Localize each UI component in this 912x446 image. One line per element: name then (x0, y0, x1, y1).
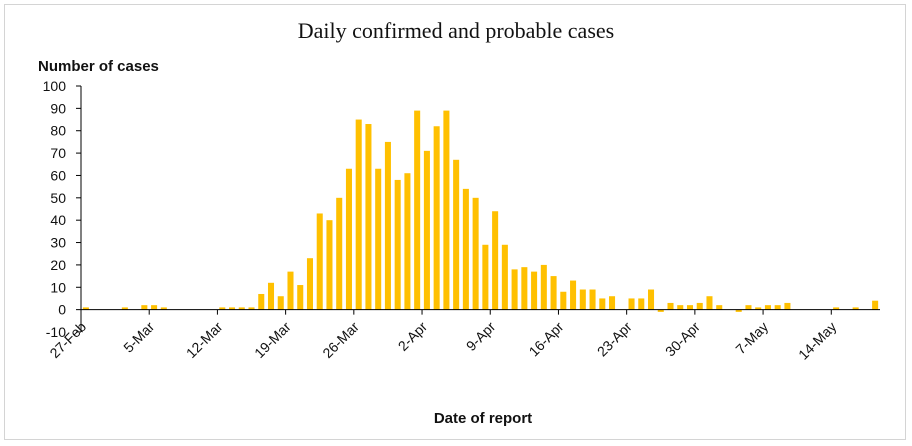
bar (745, 305, 752, 310)
x-tick-label: 16-Apr (526, 318, 567, 359)
x-tick-label: 2-Apr (395, 318, 431, 354)
x-tick-label: 5-Mar (120, 318, 157, 355)
bar (531, 271, 538, 310)
bar (686, 305, 694, 310)
x-tick-label: 19-Mar (251, 318, 294, 361)
bar (521, 267, 528, 310)
bar (833, 307, 840, 310)
x-tick-label: 26-Mar (319, 318, 362, 361)
bar (404, 173, 411, 310)
bar (570, 280, 577, 310)
x-tick-label: 14-May (795, 318, 839, 362)
bar (336, 197, 343, 310)
bar (443, 110, 450, 310)
bar (482, 244, 489, 310)
bar (141, 305, 148, 310)
bar (82, 307, 89, 310)
x-tick-label: 30-Apr (662, 318, 703, 359)
y-tick-label: 20 (50, 257, 66, 273)
bar (121, 307, 128, 310)
bar (394, 179, 401, 310)
bar (326, 220, 333, 310)
bar (657, 309, 664, 312)
x-tick-label: 12-Mar (183, 318, 226, 361)
bar (648, 289, 655, 310)
bar (638, 298, 645, 310)
bar (706, 296, 713, 310)
y-tick-label: 80 (50, 123, 66, 139)
chart-title: Daily confirmed and probable cases (297, 18, 615, 43)
bar (287, 271, 294, 310)
bar (384, 141, 391, 310)
y-tick-label: -10 (46, 324, 66, 340)
bar (599, 298, 606, 310)
bar (433, 126, 440, 310)
bar (872, 300, 879, 310)
bar (258, 293, 265, 310)
y-tick-label: 0 (58, 302, 66, 318)
bar (316, 213, 323, 310)
bar (852, 307, 859, 310)
bar (667, 302, 674, 310)
bar (774, 305, 781, 310)
bar (696, 302, 703, 310)
bar (306, 258, 313, 310)
bar (550, 276, 557, 310)
bar (414, 110, 421, 310)
bar (151, 305, 158, 310)
bar (355, 119, 362, 310)
bar (560, 291, 567, 310)
bar (267, 282, 275, 310)
bar (735, 309, 742, 312)
x-tick-label: 9-Apr (463, 318, 499, 354)
bar (277, 296, 284, 310)
bar (511, 269, 518, 310)
bar (764, 305, 771, 310)
bar (472, 197, 479, 310)
bar (219, 307, 226, 310)
y-tick-label: 90 (50, 100, 66, 116)
bar (784, 302, 791, 310)
bar (716, 305, 723, 310)
y-axis-label: Number of cases (38, 58, 159, 75)
bar (229, 307, 236, 310)
bar (462, 188, 469, 310)
bar (297, 285, 304, 310)
y-tick-label: 30 (50, 235, 66, 251)
bar (238, 307, 245, 310)
bar (540, 264, 547, 310)
y-tick-label: 10 (50, 279, 66, 295)
bar (248, 307, 255, 310)
bar (677, 305, 684, 310)
x-axis-label: Date of report (433, 410, 533, 427)
bar (365, 124, 372, 310)
y-tick-label: 100 (43, 78, 67, 94)
bar (609, 296, 616, 310)
bar (628, 298, 635, 310)
bar (755, 307, 762, 310)
x-tick-label: 7-May (732, 318, 771, 357)
y-tick-label: 60 (50, 167, 66, 183)
bar (501, 244, 508, 310)
bar (345, 168, 352, 310)
y-tick-label: 70 (50, 145, 66, 161)
bar (160, 307, 167, 310)
bar (492, 211, 499, 310)
bar (589, 289, 596, 310)
y-tick-label: 40 (50, 212, 66, 228)
bar (453, 159, 460, 310)
x-tick-label: 23-Apr (594, 318, 635, 359)
bar (375, 168, 382, 310)
y-tick-label: 50 (50, 190, 66, 206)
bar (579, 289, 586, 310)
bar (423, 150, 430, 310)
